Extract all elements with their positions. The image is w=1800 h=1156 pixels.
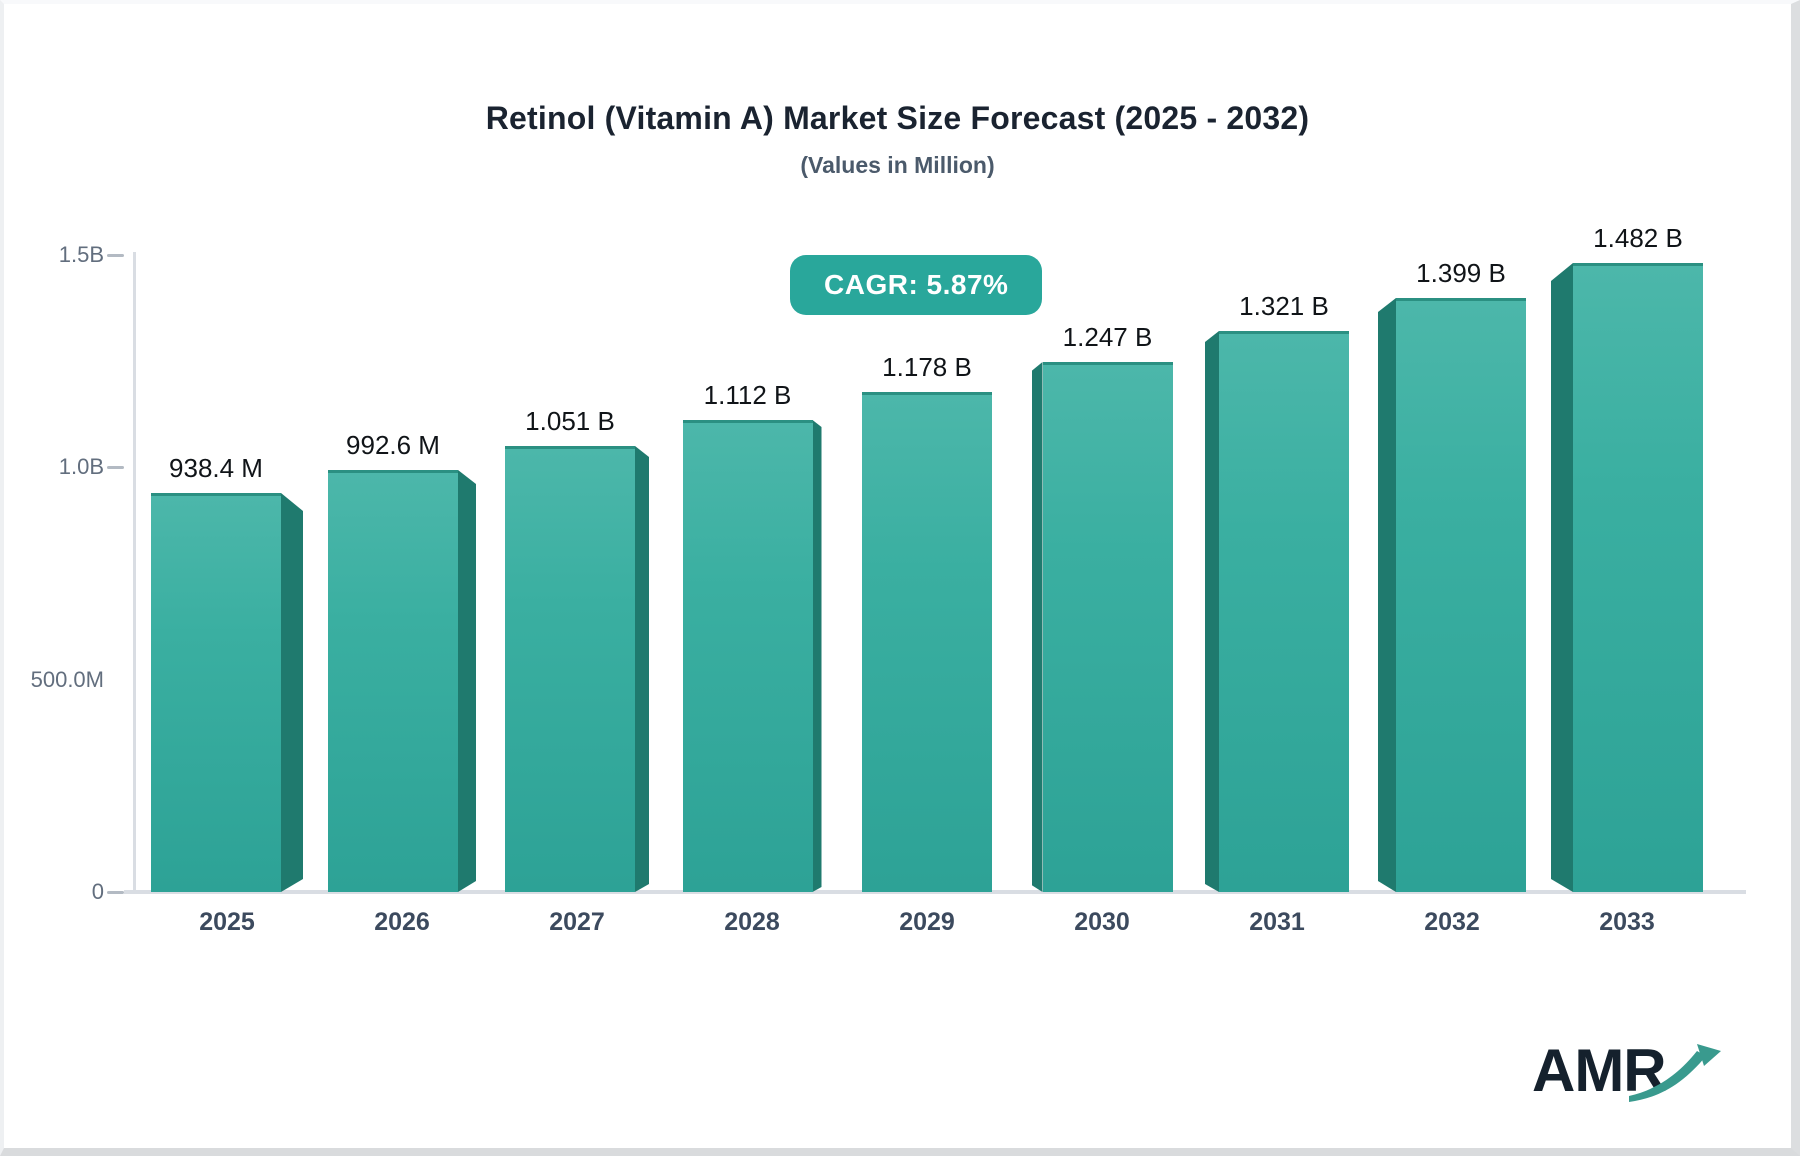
x-axis-label: 2030 xyxy=(1074,908,1130,936)
bar-3d-side xyxy=(1032,362,1043,892)
bar xyxy=(151,493,281,892)
y-axis-tick-dash xyxy=(107,254,124,257)
bar xyxy=(862,392,992,892)
growth-arrow-icon xyxy=(1629,1044,1721,1102)
bar xyxy=(682,420,813,892)
bar xyxy=(1219,331,1349,892)
x-axis-label: 2029 xyxy=(899,908,955,936)
x-axis-label: 2031 xyxy=(1249,908,1305,936)
x-axis-line xyxy=(124,890,1746,894)
bar xyxy=(1396,298,1526,892)
bar xyxy=(328,470,458,892)
x-axis-label: 2027 xyxy=(549,908,605,936)
bar-value-label: 1.399 B xyxy=(1416,258,1506,288)
bar xyxy=(1042,362,1173,892)
y-axis-tick-label: 500.0M xyxy=(30,666,104,692)
bar-value-label: 1.482 B xyxy=(1593,223,1683,253)
bar-value-label: 938.4 M xyxy=(169,453,263,483)
bar-3d-side xyxy=(1551,263,1573,892)
bar-3d-side xyxy=(1378,298,1396,892)
y-axis-tick-label: 0 xyxy=(91,879,104,904)
y-axis-tick-dash xyxy=(107,466,124,470)
x-axis-label: 2028 xyxy=(724,908,780,936)
bar xyxy=(505,446,635,892)
x-axis-label: 2033 xyxy=(1599,908,1655,936)
amr-logo: AMR xyxy=(1532,1037,1752,1132)
y-axis-tick-label: 1.5B xyxy=(58,242,104,267)
x-axis-label: 2032 xyxy=(1424,908,1480,936)
bar-3d-side xyxy=(281,493,303,892)
bar-3d-side xyxy=(635,446,649,892)
x-axis-label: 2026 xyxy=(374,908,430,936)
page-title: Retinol (Vitamin A) Market Size Forecast… xyxy=(485,100,1310,136)
chart-subtitle: (Values in Million) xyxy=(800,152,995,178)
bar xyxy=(1573,263,1703,892)
y-axis-tick-dash xyxy=(107,891,124,894)
amr-logo-text: AMR xyxy=(1532,1037,1667,1104)
bar-3d-side xyxy=(1205,331,1219,892)
y-axis-line xyxy=(133,252,136,894)
bar-value-label: 1.247 B xyxy=(1062,322,1153,352)
bar-value-label: 992.6 M xyxy=(346,430,440,460)
y-axis-tick-label: 1.0B xyxy=(58,454,104,480)
bar-value-label: 1.051 B xyxy=(525,406,615,436)
bar-3d-side xyxy=(458,470,476,892)
bar-value-label: 1.112 B xyxy=(703,380,792,410)
bar-3d-side xyxy=(813,420,822,892)
bar-value-label: 1.321 B xyxy=(1239,291,1329,321)
bar-value-label: 1.178 B xyxy=(882,352,972,382)
cagr-badge: CAGR: 5.87% xyxy=(790,255,1043,315)
x-axis-label: 2025 xyxy=(199,908,255,936)
